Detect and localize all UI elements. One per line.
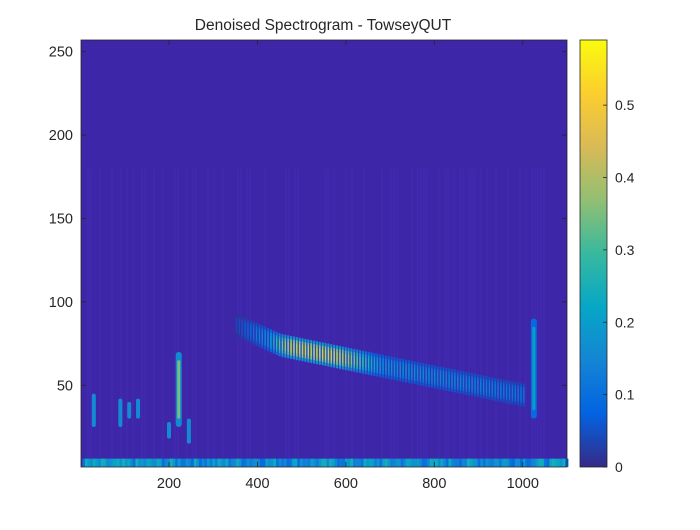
- y-tick-label: 200: [49, 128, 73, 144]
- colorbar-tick-label: 0.4: [615, 170, 635, 186]
- x-tick-label: 800: [422, 476, 446, 492]
- vertical-streak: [530, 318, 537, 419]
- chart-title: Denoised Spectrogram - TowseyQUT: [195, 17, 452, 34]
- colorbar-tick-label: 0.2: [615, 314, 635, 330]
- spectrogram-content: [82, 313, 569, 467]
- y-tick-label: 150: [49, 211, 73, 227]
- low-frequency-band: [82, 458, 569, 467]
- plot-frame: [80, 39, 568, 468]
- vertical-streak: [175, 351, 182, 427]
- colorbar-tick-label: 0.5: [615, 97, 635, 113]
- noise-texture: [87, 168, 545, 467]
- x-axis: 200 400 600 800 1000: [157, 40, 539, 492]
- low-energy-blips: [91, 393, 191, 444]
- x-tick-label: 600: [334, 476, 358, 492]
- x-tick-label: 200: [157, 476, 181, 492]
- y-tick-label: 100: [49, 295, 73, 311]
- y-tick-label: 50: [57, 378, 73, 394]
- colorbar-tick-label: 0.1: [615, 387, 635, 403]
- colorbar-tick-label: 0.3: [615, 242, 635, 258]
- colorbar-gradient: [579, 39, 608, 468]
- y-axis: 50 100 150 200 250: [49, 45, 567, 394]
- x-tick-label: 400: [245, 476, 269, 492]
- x-tick-label: 1000: [507, 476, 539, 492]
- colorbar-tick-label: 0: [615, 459, 623, 475]
- colorbar: 0 0.1 0.2 0.3 0.4 0.5: [579, 39, 635, 475]
- plot-area: [80, 39, 569, 468]
- descending-chirp: [235, 313, 525, 407]
- y-tick-label: 250: [49, 45, 73, 61]
